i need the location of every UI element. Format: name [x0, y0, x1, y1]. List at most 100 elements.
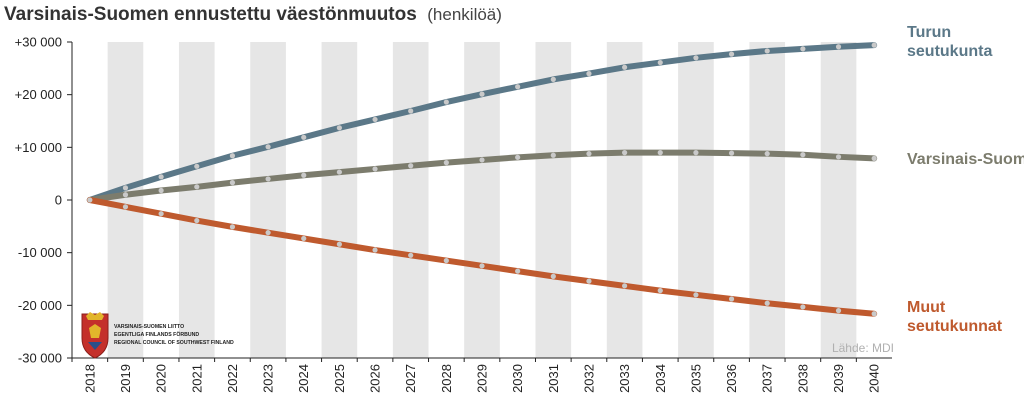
- data-point: [229, 224, 236, 230]
- logo-line-2: EGENTLIGA FINLANDS FÖRBUND: [114, 331, 199, 338]
- data-point: [871, 42, 877, 48]
- y-tick-label: +10 000: [15, 140, 62, 155]
- data-point: [764, 48, 770, 54]
- source-note: Lähde: MDI: [832, 341, 894, 355]
- data-point: [764, 300, 770, 306]
- data-point: [158, 211, 164, 217]
- series-label-line: Varsinais-Suomi: [907, 151, 1024, 168]
- x-tick-label: 2023: [261, 364, 276, 393]
- data-point: [693, 150, 699, 156]
- data-point: [372, 116, 378, 123]
- series-1: [86, 149, 878, 203]
- data-point: [158, 187, 164, 194]
- x-tick-label: 2038: [795, 364, 810, 393]
- logo-line-1: VARSINAIS-SUOMEN LIITTO: [114, 324, 184, 330]
- data-point: [301, 134, 307, 140]
- data-point: [835, 308, 842, 314]
- y-tick-label: 0: [55, 193, 62, 208]
- data-point: [479, 157, 485, 163]
- series-labels: Turun seutukunta Varsinais-Suomi Muut seutuk…: [907, 24, 1024, 335]
- x-tick-label: 2032: [581, 364, 596, 393]
- data-point: [871, 155, 877, 161]
- x-tick-label: 2021: [189, 364, 204, 393]
- data-point: [87, 197, 93, 203]
- y-tick-label: -30 000: [18, 351, 62, 366]
- series-label-line: Muut: [907, 299, 946, 316]
- x-tick-label: 2018: [82, 364, 97, 393]
- data-point: [229, 180, 236, 186]
- x-tick-label: 2026: [368, 364, 383, 393]
- band-2037: [749, 42, 786, 358]
- data-point: [408, 252, 414, 258]
- data-point: [158, 174, 164, 180]
- data-point: [336, 169, 342, 175]
- data-point: [515, 154, 521, 160]
- logo-line-3: REGIONAL COUNCIL OF SOUTHWEST FINLAND: [114, 340, 234, 346]
- y-tick-label: +20 000: [15, 87, 62, 102]
- band-2039: [820, 42, 857, 358]
- data-point: [229, 153, 236, 159]
- data-point: [372, 166, 378, 172]
- x-tick-label: 2036: [724, 364, 739, 393]
- data-point: [122, 204, 129, 210]
- data-point: [728, 51, 735, 57]
- x-tick-label: 2025: [332, 364, 347, 393]
- x-tick-label: 2027: [403, 364, 418, 393]
- data-point: [550, 152, 556, 158]
- data-point: [657, 287, 663, 294]
- data-point: [728, 296, 735, 302]
- data-point: [301, 235, 307, 242]
- data-point: [871, 311, 877, 317]
- coat-of-arms-icon: [81, 312, 109, 359]
- data-point: [586, 71, 592, 77]
- series-2: [86, 197, 878, 317]
- data-point: [479, 263, 485, 269]
- band-2019: [107, 42, 144, 358]
- data-point: [800, 46, 806, 52]
- series-label: Varsinais-Suomi: [907, 151, 1024, 168]
- x-tick-label: 2034: [653, 364, 668, 393]
- data-point: [301, 172, 307, 178]
- x-tick-label: 2024: [296, 364, 311, 393]
- series-lines: [86, 42, 878, 317]
- data-point: [693, 292, 699, 298]
- band-2033: [606, 42, 643, 358]
- data-point: [657, 59, 663, 66]
- data-point: [122, 185, 129, 191]
- data-point: [622, 283, 628, 289]
- data-point: [550, 76, 556, 82]
- y-tick-label: +30 000: [15, 35, 62, 50]
- series-0: [86, 42, 878, 203]
- data-point: [622, 150, 628, 156]
- x-tick-label: 2022: [225, 364, 240, 393]
- data-point: [408, 163, 414, 169]
- data-point: [443, 160, 449, 166]
- y-tick-label: -20 000: [18, 298, 62, 313]
- x-tick-label: 2020: [154, 364, 169, 393]
- chart-subtitle: (henkilöä): [427, 5, 502, 24]
- chart-title-group: Varsinais-Suomen ennustettu väestönmuuto…: [4, 4, 502, 25]
- data-point: [586, 278, 592, 284]
- x-tick-label: 2040: [867, 364, 882, 393]
- series-label-line: seutukunnat: [907, 318, 1003, 335]
- data-point: [550, 273, 556, 279]
- data-point: [586, 151, 592, 157]
- x-tick-label: 2030: [510, 364, 525, 393]
- data-point: [657, 150, 663, 156]
- x-tick-label: 2028: [439, 364, 454, 393]
- data-point: [835, 154, 842, 160]
- band-2021: [178, 42, 215, 358]
- series-label: Muut seutukunnat: [907, 299, 1003, 335]
- x-tick-labels: 2018 2019 2020 2021 2022 2023 2024 2025 2026 2027…: [71, 358, 882, 393]
- y-tick-labels: +30 000 +20 000 +10 000 0 -10 000 -20 000 -30 …: [15, 35, 72, 366]
- data-point: [515, 84, 521, 90]
- data-point: [194, 217, 200, 224]
- band-2025: [321, 42, 358, 358]
- data-point: [194, 163, 200, 169]
- series-label-line: seutukunta: [907, 43, 992, 60]
- x-tick-label: 2029: [475, 364, 490, 393]
- data-point: [515, 268, 521, 274]
- data-point: [443, 99, 449, 105]
- data-point: [693, 55, 699, 61]
